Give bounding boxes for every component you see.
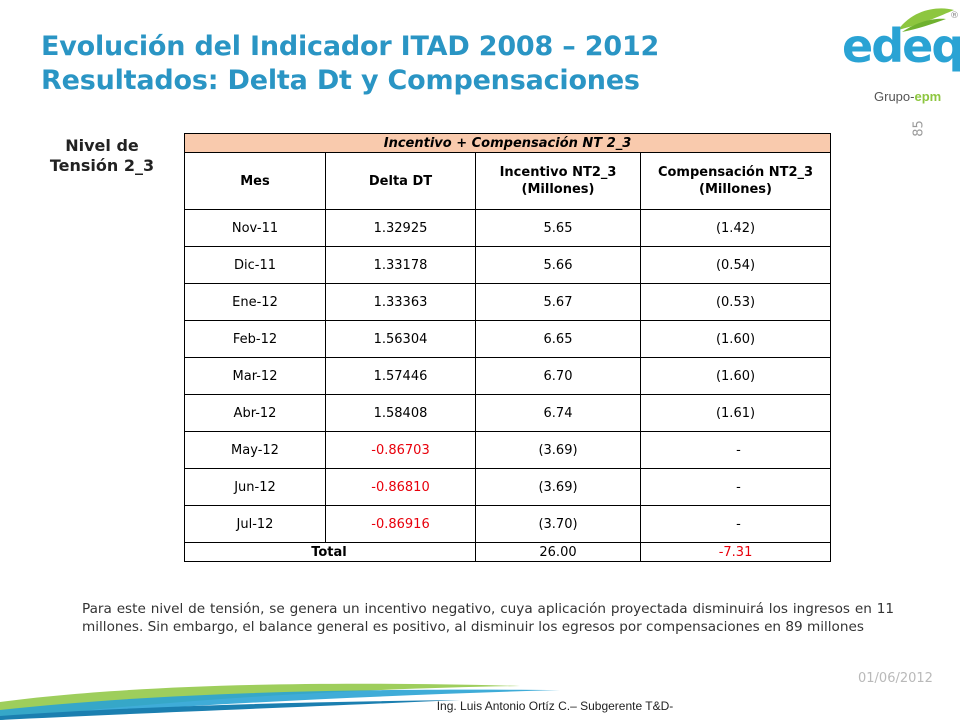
footer-author: Ing. Luis Antonio Ortíz C.– Subgerente T… (436, 699, 674, 713)
cell-incentivo: (3.69) (475, 468, 641, 506)
table-row: Abr-12 1.58408 6.74 (1.61) (184, 394, 832, 432)
cell-incentivo: 5.66 (475, 246, 641, 284)
title-line-2: Resultados: Delta Dt y Compensaciones (41, 65, 640, 96)
logo-group-text: Grupo-epm (874, 89, 941, 104)
edeq-logo: edeq ® Grupo-epm (842, 8, 960, 104)
logo-brand-text: edeq (842, 19, 960, 73)
cell-mes: May-12 (184, 431, 326, 469)
logo-leaf-icon (898, 8, 954, 30)
cell-compensacion: - (639, 468, 832, 506)
page-number: 85 (911, 120, 927, 137)
title-line-1: Evolución del Indicador ITAD 2008 – 2012 (41, 31, 660, 62)
table-row: Feb-12 1.56304 6.65 (1.60) (184, 320, 832, 358)
logo-registered-mark: ® (950, 11, 959, 21)
header-incentivo: Incentivo NT2_3 (Millones) (475, 152, 641, 210)
cell-delta-dt: -0.86916 (325, 505, 476, 543)
table-total-row: Total 26.00 -7.31 (184, 542, 832, 562)
cell-mes: Mar-12 (184, 357, 326, 395)
header-delta-dt: Delta DT (325, 152, 476, 210)
cell-compensacion: (0.54) (639, 246, 832, 284)
cell-compensacion: (1.60) (639, 320, 832, 358)
table-row: Jun-12 -0.86810 (3.69) - (184, 468, 832, 506)
cell-incentivo: 6.74 (475, 394, 641, 432)
header-mes: Mes (184, 152, 326, 210)
cell-incentivo: 6.70 (475, 357, 641, 395)
cell-delta-dt: -0.86703 (325, 431, 476, 469)
cell-incentivo: (3.70) (475, 505, 641, 543)
table-row: Mar-12 1.57446 6.70 (1.60) (184, 357, 832, 395)
compensation-table: Incentivo + Compensación NT 2_3 Mes Delt… (183, 133, 832, 562)
table-row: Ene-12 1.33363 5.67 (0.53) (184, 283, 832, 321)
cell-mes: Dic-11 (184, 246, 326, 284)
cell-delta-dt: 1.33363 (325, 283, 476, 321)
cell-delta-dt: 1.57446 (325, 357, 476, 395)
cell-compensacion: (1.60) (639, 357, 832, 395)
cell-mes: Nov-11 (184, 209, 326, 247)
cell-compensacion: - (639, 431, 832, 469)
cell-mes: Ene-12 (184, 283, 326, 321)
cell-compensacion: (0.53) (639, 283, 832, 321)
cell-delta-dt: 1.33178 (325, 246, 476, 284)
cell-mes: Jul-12 (184, 505, 326, 543)
cell-compensacion: - (639, 505, 832, 543)
cell-incentivo: (3.69) (475, 431, 641, 469)
table-caption: Incentivo + Compensación NT 2_3 (183, 133, 832, 153)
cell-mes: Feb-12 (184, 320, 326, 358)
footer-swoosh-decoration (0, 683, 560, 720)
cell-mes: Jun-12 (184, 468, 326, 506)
cell-compensacion: (1.42) (639, 209, 832, 247)
total-label: Total (184, 542, 476, 562)
cell-incentivo: 6.65 (475, 320, 641, 358)
table-row: Nov-11 1.32925 5.65 (1.42) (184, 209, 832, 247)
cell-incentivo: 5.65 (475, 209, 641, 247)
table-row: Dic-11 1.33178 5.66 (0.54) (184, 246, 832, 284)
total-incentivo: 26.00 (475, 542, 641, 562)
cell-delta-dt: 1.58408 (325, 394, 476, 432)
table-row: Jul-12 -0.86916 (3.70) - (184, 505, 832, 543)
slide-title: Evolución del Indicador ITAD 2008 – 2012… (41, 30, 659, 98)
cell-delta-dt: -0.86810 (325, 468, 476, 506)
total-compensacion: -7.31 (639, 542, 832, 562)
cell-mes: Abr-12 (184, 394, 326, 432)
table-row: May-12 -0.86703 (3.69) - (184, 431, 832, 469)
slide-date: 01/06/2012 (858, 671, 933, 686)
cell-delta-dt: 1.56304 (325, 320, 476, 358)
summary-paragraph: Para este nivel de tensión, se genera un… (82, 601, 894, 635)
cell-compensacion: (1.61) (639, 394, 832, 432)
cell-incentivo: 5.67 (475, 283, 641, 321)
header-compensacion: Compensación NT2_3 (Millones) (639, 152, 832, 210)
cell-delta-dt: 1.32925 (325, 209, 476, 247)
tension-level-label: Nivel de Tensión 2_3 (49, 136, 155, 175)
